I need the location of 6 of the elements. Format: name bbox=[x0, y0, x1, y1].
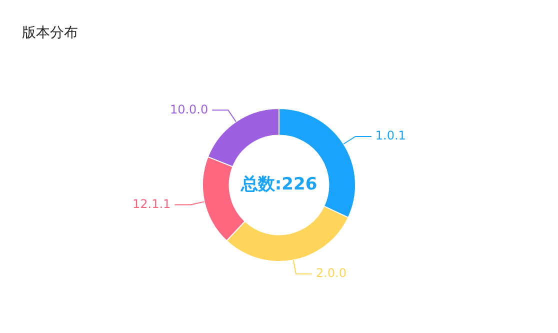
slice-label: 2.0.0 bbox=[316, 266, 347, 280]
slice-label: 10.0.0 bbox=[170, 102, 208, 116]
text: 总数:226 bbox=[240, 174, 318, 194]
chart-title: 版本分布 bbox=[22, 24, 78, 42]
slice-label: 12.1.1 bbox=[132, 196, 171, 211]
slice-label: 1.0.1 bbox=[375, 128, 406, 143]
